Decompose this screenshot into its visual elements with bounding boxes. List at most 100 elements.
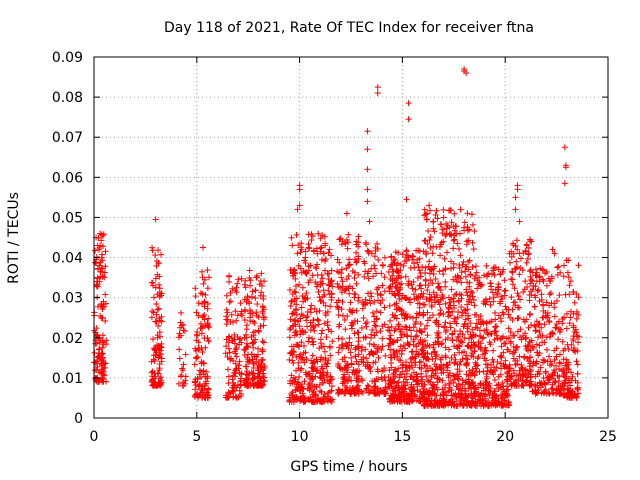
data-point — [180, 361, 187, 368]
data-point — [102, 318, 109, 325]
data-point — [324, 270, 331, 277]
data-point — [94, 283, 101, 290]
data-point — [355, 255, 362, 262]
data-point — [157, 382, 164, 389]
data-point — [309, 360, 316, 367]
data-point — [254, 351, 261, 358]
data-point — [368, 250, 375, 257]
data-point — [236, 341, 243, 348]
data-point — [237, 381, 244, 388]
data-point — [378, 270, 385, 277]
x-tick-label: 25 — [599, 429, 617, 445]
data-point — [227, 298, 234, 305]
data-point — [351, 269, 358, 276]
data-point — [223, 343, 230, 350]
data-point — [250, 370, 257, 377]
data-point — [360, 258, 367, 265]
data-point — [223, 292, 230, 299]
x-tick-label: 15 — [393, 429, 411, 445]
data-point — [99, 344, 106, 351]
data-point — [515, 293, 522, 300]
data-point — [371, 253, 378, 260]
data-point — [381, 304, 388, 311]
data-point — [444, 249, 451, 256]
data-point — [243, 334, 250, 341]
data-point — [302, 296, 309, 303]
data-point — [454, 240, 461, 247]
data-point — [342, 286, 349, 293]
data-point — [430, 225, 437, 232]
data-point — [422, 276, 429, 283]
data-point — [355, 343, 362, 350]
data-point — [236, 362, 243, 369]
data-point — [408, 327, 415, 334]
data-point — [447, 207, 454, 214]
data-point — [381, 274, 388, 281]
data-point — [443, 220, 450, 227]
data-point — [155, 281, 162, 288]
data-point — [397, 261, 404, 268]
data-point — [346, 335, 353, 342]
data-point — [200, 360, 207, 367]
data-point — [243, 322, 250, 329]
data-point — [497, 353, 504, 360]
data-point — [306, 370, 313, 377]
data-point — [182, 351, 189, 358]
data-point — [421, 301, 428, 308]
data-point — [344, 245, 351, 252]
data-point — [337, 235, 344, 242]
data-point — [456, 230, 463, 237]
data-point — [451, 360, 458, 367]
data-point — [516, 218, 523, 225]
data-point — [514, 315, 521, 322]
data-point — [531, 303, 538, 310]
y-tick-label: 0.04 — [52, 251, 83, 267]
data-point — [427, 244, 434, 251]
data-point — [417, 273, 424, 280]
x-tick-label: 20 — [496, 429, 514, 445]
data-point — [480, 334, 487, 341]
data-point — [288, 372, 295, 379]
data-point — [516, 271, 523, 278]
data-point — [247, 282, 254, 289]
data-point — [377, 309, 384, 316]
data-point — [286, 397, 293, 404]
data-point — [348, 361, 355, 368]
data-point — [255, 327, 262, 334]
data-point — [322, 242, 329, 249]
data-point — [435, 334, 442, 341]
data-point — [326, 282, 333, 289]
data-point — [301, 359, 308, 366]
data-point — [487, 280, 494, 287]
data-point — [309, 352, 316, 359]
data-point — [374, 240, 381, 247]
data-point — [469, 221, 476, 228]
data-point — [233, 353, 240, 360]
data-point — [527, 382, 534, 389]
data-point — [241, 316, 248, 323]
data-point — [299, 354, 306, 361]
data-point — [335, 284, 342, 291]
data-point — [289, 357, 296, 364]
data-point — [405, 341, 412, 348]
y-tick-label: 0.02 — [52, 331, 83, 347]
data-point — [316, 388, 323, 395]
data-point — [450, 245, 457, 252]
data-point — [204, 267, 211, 274]
data-point — [345, 273, 352, 280]
data-point — [439, 230, 446, 237]
data-point — [313, 308, 320, 315]
data-point — [305, 279, 312, 286]
data-point — [455, 308, 462, 315]
data-point — [399, 251, 406, 258]
data-point — [487, 301, 494, 308]
data-point — [573, 358, 580, 365]
data-point — [242, 377, 249, 384]
data-point — [150, 294, 157, 301]
data-point — [321, 267, 328, 274]
data-point — [93, 340, 100, 347]
data-point — [532, 266, 539, 273]
data-point — [402, 273, 409, 280]
data-point — [232, 360, 239, 367]
data-point — [150, 309, 157, 316]
